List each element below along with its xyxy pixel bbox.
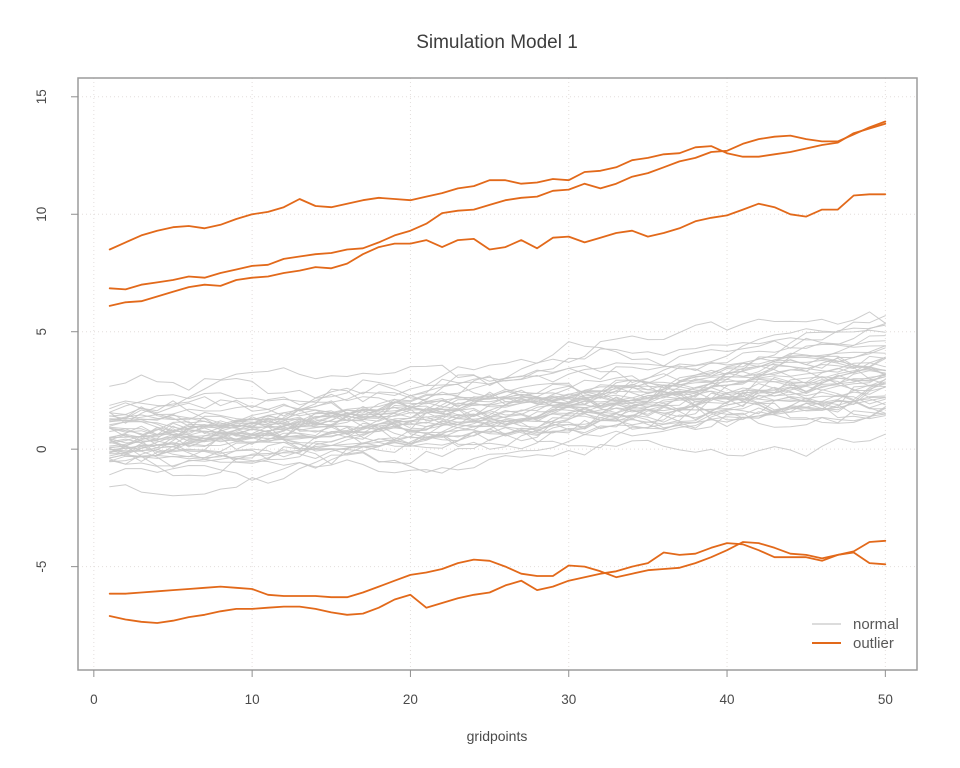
axis-ticks (71, 96, 886, 677)
legend-label-normal: normal (853, 616, 899, 633)
y-tick-label: -5 (34, 561, 49, 573)
normal-curve (109, 311, 886, 391)
normal-curve (109, 315, 886, 424)
normal-curve (109, 359, 886, 444)
plot-border (77, 77, 918, 671)
normal-curve (109, 323, 886, 407)
x-tick-label: 10 (245, 692, 260, 707)
normal-curve (109, 357, 886, 441)
normal-curve (109, 386, 886, 440)
normal-curve (109, 384, 886, 447)
y-tick-label: 5 (34, 328, 49, 336)
x-tick-label: 50 (878, 692, 893, 707)
normal-curve (109, 397, 886, 460)
x-tick-labels: 0 10 20 30 40 50 (90, 692, 893, 707)
normal-curve (109, 375, 886, 422)
normal-curve (109, 383, 886, 447)
grid-lines (78, 78, 917, 670)
legend: normal outlier (812, 616, 899, 652)
outlier-4 (108, 539, 887, 599)
outlier-1 (108, 122, 887, 251)
normal-curve (109, 405, 886, 457)
normal-curve (109, 347, 886, 435)
x-tick-label: 40 (720, 692, 735, 707)
outlier-curves (108, 120, 887, 624)
x-tick-label: 20 (403, 692, 418, 707)
y-tick-label: 10 (34, 207, 49, 222)
normal-curve (109, 373, 886, 464)
y-tick-label: 0 (34, 445, 49, 453)
x-axis-label: gridpoints (467, 728, 528, 744)
normal-curve (109, 335, 886, 413)
normal-curves (109, 311, 886, 497)
chart-title: Simulation Model 1 (416, 32, 578, 53)
normal-curve (109, 433, 886, 497)
normal-curve (109, 401, 886, 453)
outlier-5 (108, 542, 887, 624)
normal-curve (109, 370, 886, 436)
x-tick-label: 0 (90, 692, 98, 707)
outlier-3 (108, 193, 887, 307)
outlier-2 (108, 120, 887, 291)
normal-curve (109, 345, 886, 456)
y-tick-label: 15 (34, 89, 49, 104)
normal-curve (109, 328, 886, 440)
y-tick-labels: -5 0 5 10 15 (34, 89, 49, 572)
x-tick-label: 30 (561, 692, 576, 707)
normal-curve (109, 385, 886, 465)
normal-curve (109, 401, 886, 462)
legend-label-outlier: outlier (853, 635, 894, 652)
